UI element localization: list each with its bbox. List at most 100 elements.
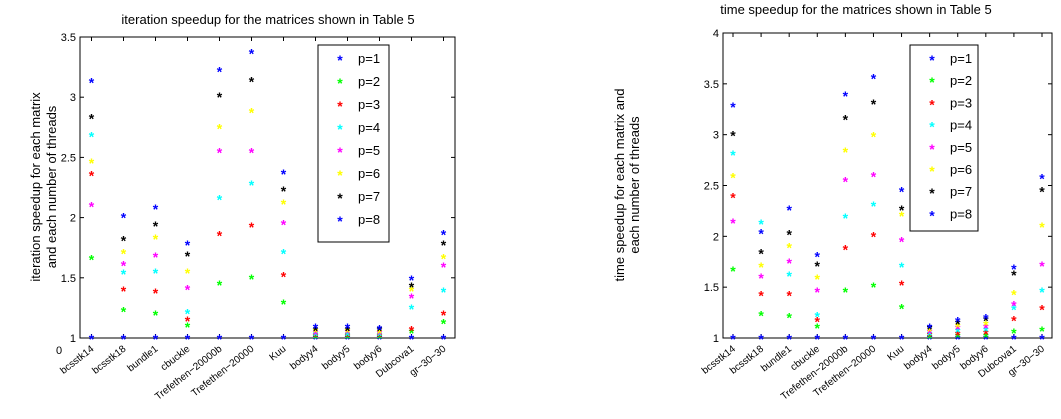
legend-marker: * [337, 75, 343, 91]
data-point: * [871, 96, 877, 112]
legend-label: p=8 [950, 206, 972, 221]
y-axis-label: each number of threads [627, 116, 642, 254]
chart-iteration-speedup: iteration speedup for the matrices shown… [28, 12, 456, 403]
data-point: * [89, 167, 95, 183]
legend-marker: * [929, 141, 935, 157]
data-point: * [899, 331, 905, 347]
chart-title: iteration speedup for the matrices shown… [121, 12, 414, 27]
legend-box [317, 44, 390, 243]
x-tick-label: bcsstk18 [90, 343, 128, 376]
data-point: * [730, 331, 736, 347]
series-p=7: ******** * *** [730, 96, 1045, 337]
data-point: * [815, 314, 821, 330]
data-point: * [871, 228, 877, 244]
legend-marker: * [929, 119, 935, 135]
data-point: * [217, 120, 223, 136]
data-point: * [409, 290, 415, 306]
data-point: * [185, 248, 191, 264]
legend-label: p=5 [950, 140, 972, 155]
data-point: * [1039, 323, 1045, 339]
data-point: * [409, 283, 415, 299]
data-point: * [121, 331, 127, 347]
legend-marker: * [337, 98, 343, 114]
data-point: * [377, 323, 383, 339]
legend-label: p=2 [358, 74, 380, 89]
data-point: * [1011, 331, 1017, 347]
data-point: * [815, 271, 821, 287]
data-point: * [843, 284, 849, 300]
data-point: * [955, 329, 961, 345]
data-point: * [815, 284, 821, 300]
data-point: * [955, 331, 961, 347]
data-point: * [786, 226, 792, 242]
data-point: * [217, 331, 223, 347]
data-point: * [217, 227, 223, 243]
y-tick-label: 1.5 [61, 273, 76, 285]
data-point: * [217, 144, 223, 160]
y-axis-label: time speedup for each matrix and [612, 89, 627, 282]
legend-label: p=3 [358, 97, 380, 112]
y-tick-label: 1.5 [704, 282, 719, 294]
data-point: * [153, 231, 159, 247]
legend-label: p=7 [950, 184, 972, 199]
data-point: * [185, 282, 191, 298]
data-point: * [758, 216, 764, 232]
data-point: * [345, 329, 351, 345]
data-point: * [281, 196, 287, 212]
data-point: * [758, 259, 764, 275]
data-point: * [786, 331, 792, 347]
data-point: * [281, 246, 287, 262]
data-point: * [185, 237, 191, 253]
data-point: * [313, 326, 319, 342]
data-point: * [1011, 286, 1017, 302]
data-point: * [313, 324, 319, 340]
data-point: * [871, 331, 877, 347]
legend-marker: * [929, 163, 935, 179]
data-point: * [217, 89, 223, 105]
legend-label: p=5 [358, 143, 380, 158]
legend-label: p=3 [950, 95, 972, 110]
data-point: * [281, 296, 287, 312]
data-point: * [121, 209, 127, 225]
data-point: * [377, 329, 383, 345]
data-point: * [441, 331, 447, 347]
data-point: * [89, 252, 95, 268]
data-point: * [730, 215, 736, 231]
series-p=4: ************ [89, 129, 447, 344]
legend-marker: * [929, 207, 935, 223]
data-point: * [983, 317, 989, 333]
data-point: * [89, 199, 95, 215]
data-point: * [983, 311, 989, 327]
series-p=1: * * * * * * * * * * * * [89, 331, 447, 347]
data-point: * [843, 210, 849, 226]
data-point: * [121, 246, 127, 262]
data-point: * [441, 259, 447, 275]
data-point: * [441, 237, 447, 253]
data-point: * [409, 323, 415, 339]
plot-area [722, 32, 1053, 339]
data-point: * [730, 147, 736, 163]
data-point: * [153, 218, 159, 234]
y-tick-label: 2.5 [704, 181, 719, 193]
data-point: * [377, 331, 383, 347]
data-point: * [758, 308, 764, 324]
series-p=8: ******** * *** [730, 71, 1045, 336]
data-point: * [871, 198, 877, 214]
data-point: * [730, 263, 736, 279]
data-point: * [927, 325, 933, 341]
data-point: * [871, 168, 877, 184]
data-point: * [409, 325, 415, 341]
data-point: * [313, 330, 319, 346]
data-point: * [1011, 267, 1017, 283]
data-point: * [441, 284, 447, 300]
data-point: * [249, 73, 255, 89]
data-point: * [758, 225, 764, 241]
legend-marker: * [929, 96, 935, 112]
data-point: * [217, 191, 223, 207]
series-p=1: * * * * * * * * * * * * [730, 331, 1045, 347]
data-point: * [899, 208, 905, 224]
origin-label: 0 [56, 345, 62, 357]
data-point: * [121, 266, 127, 282]
legend: * p=1 * p=2 * p=3 * p=4 * p=5 * p=6 * p=7 * p=8 [317, 44, 390, 243]
data-point: * [927, 320, 933, 336]
